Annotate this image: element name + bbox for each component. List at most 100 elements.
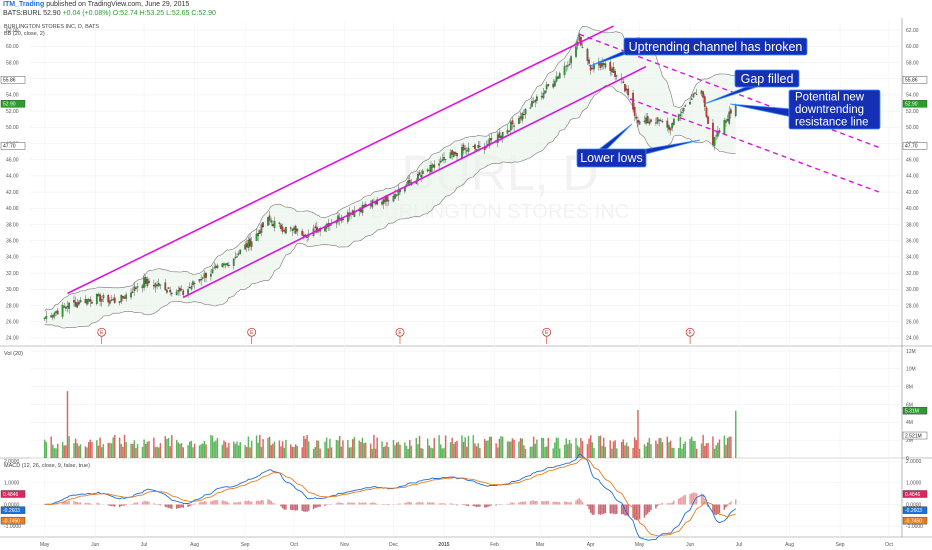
macd-histogram-bar: [518, 502, 520, 505]
macd-histogram-bar: [601, 504, 603, 515]
volume-bar: [730, 436, 732, 458]
volume-bar: [99, 437, 101, 458]
candle-body: [76, 302, 79, 308]
macd-tick-left: 1.0000: [4, 481, 20, 487]
volume-bar: [420, 448, 422, 458]
candle-body: [395, 194, 398, 196]
macd-badge-label: -0.2603: [905, 508, 922, 514]
macd-histogram-bar: [614, 504, 616, 515]
macd-histogram-bar: [233, 502, 235, 505]
volume-bar: [620, 441, 623, 458]
macd-histogram-bar: [144, 501, 147, 505]
macd-histogram-bar: [702, 495, 704, 505]
macd-histogram-bar: [695, 493, 698, 505]
candle-body: [227, 264, 230, 266]
candle-body: [465, 150, 468, 152]
volume-bar: [43, 439, 46, 458]
candle-body: [500, 135, 502, 138]
volume-bar: [692, 440, 695, 458]
candle-body: [428, 169, 431, 171]
macd-histogram-bar: [135, 502, 137, 505]
volume-bar: [84, 446, 87, 458]
volume-bar: [612, 441, 615, 458]
macd-histogram-bar: [655, 504, 657, 509]
macd-histogram-bar: [273, 503, 276, 505]
candle-body: [648, 121, 651, 125]
candle-body: [51, 315, 54, 318]
macd-histogram-bar: [177, 504, 180, 509]
macd-histogram-bar: [118, 504, 121, 508]
candle-body: [643, 120, 646, 122]
macd-histogram-bar: [558, 502, 561, 505]
candle-body: [221, 263, 224, 267]
bollinger-fill: [44, 26, 736, 329]
macd-histogram-bar: [433, 503, 435, 505]
volume-bar: [453, 443, 455, 458]
macd-histogram-bar: [84, 502, 87, 505]
macd-histogram-bar: [650, 504, 652, 511]
volume-bar: [125, 442, 127, 458]
candle-body: [553, 81, 556, 87]
macd-histogram-bar: [479, 504, 481, 507]
macd-histogram-bar: [123, 504, 126, 506]
volume-bar: [602, 437, 605, 458]
volume-bar: [513, 439, 515, 458]
macd-histogram-bar: [107, 504, 109, 506]
macd-histogram-bar: [730, 501, 732, 505]
candle-body: [273, 221, 276, 228]
volume-bar: [386, 442, 388, 458]
macd-line: [44, 453, 736, 541]
volume-bar: [580, 438, 582, 458]
macd-histogram-bar: [532, 500, 535, 505]
candle-body: [421, 170, 424, 174]
price-badge-left-label: 47.70: [3, 144, 16, 150]
volume-bar: [296, 445, 299, 458]
volume-bar: [545, 446, 548, 458]
volume-bar: [384, 446, 387, 458]
candle-body: [257, 232, 260, 237]
macd-histogram-bar: [612, 504, 615, 514]
candle-body: [669, 127, 672, 131]
candle-body: [655, 122, 657, 124]
macd-histogram-bar: [250, 501, 253, 505]
volume-bar: [255, 435, 258, 458]
volume-bar: [159, 443, 162, 458]
candle-body: [381, 201, 383, 205]
candle-body: [713, 137, 716, 146]
macd-histogram-bar: [602, 504, 605, 514]
candle-body: [679, 114, 682, 116]
volume-bar: [123, 434, 126, 458]
candle-body: [671, 123, 674, 129]
macd-histogram-bar: [451, 503, 453, 505]
volume-bar: [337, 440, 339, 458]
candle-body: [159, 284, 162, 286]
macd-histogram-bar: [213, 500, 215, 505]
candle-body: [68, 302, 70, 309]
price-badge: [902, 100, 928, 108]
volume-bar: [234, 443, 237, 458]
publish-info: ITM_Trading published on TradingView.com…: [3, 1, 189, 8]
volume-bar: [223, 440, 225, 458]
macd-histogram-bar: [200, 502, 202, 505]
macd-histogram-bar: [661, 502, 664, 505]
candle-body: [496, 134, 499, 143]
macd-histogram-bar: [290, 504, 292, 510]
earnings-marker-label: E: [250, 330, 254, 336]
candle-body: [170, 292, 173, 295]
author-link[interactable]: ITM_Trading: [3, 1, 45, 8]
volume-bar: [118, 437, 121, 458]
candle-body: [91, 301, 93, 304]
macd-histogram-bar: [351, 502, 354, 505]
indicator-label: BB (20, close, 2): [4, 31, 45, 37]
candle-body: [79, 300, 82, 303]
volume-bar: [247, 436, 250, 458]
macd-histogram-bar: [726, 504, 729, 506]
y-tick-left: 44.00: [6, 174, 19, 180]
candle-body: [112, 299, 114, 301]
macd-histogram-bar: [417, 502, 419, 505]
volume-bar: [684, 441, 686, 458]
y-tick-left: 36.00: [6, 239, 19, 245]
volume-bar: [705, 443, 708, 458]
macd-histogram-bar: [487, 504, 489, 508]
